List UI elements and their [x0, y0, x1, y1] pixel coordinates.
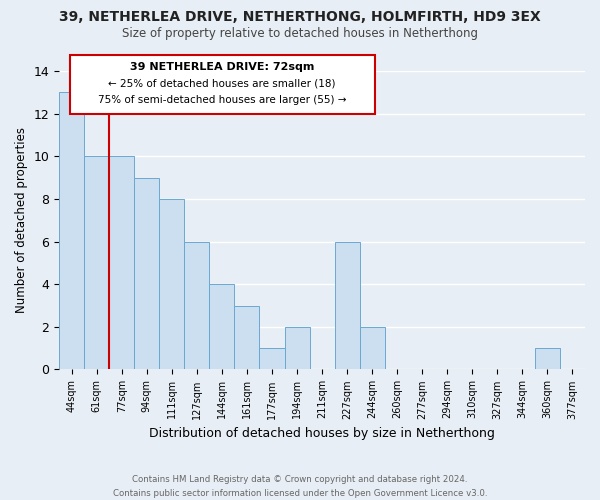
Text: ← 25% of detached houses are smaller (18): ← 25% of detached houses are smaller (18…: [109, 78, 336, 88]
Text: 75% of semi-detached houses are larger (55) →: 75% of semi-detached houses are larger (…: [98, 94, 346, 104]
Bar: [109, 156, 134, 370]
Bar: [134, 178, 160, 370]
X-axis label: Distribution of detached houses by size in Netherthong: Distribution of detached houses by size …: [149, 427, 495, 440]
Bar: [284, 327, 310, 370]
Bar: [209, 284, 235, 370]
Bar: [259, 348, 284, 370]
Bar: [335, 242, 359, 370]
Bar: [235, 306, 259, 370]
Bar: [84, 156, 109, 370]
Bar: [359, 327, 385, 370]
Bar: [59, 92, 84, 370]
Bar: [535, 348, 560, 370]
Text: Size of property relative to detached houses in Netherthong: Size of property relative to detached ho…: [122, 28, 478, 40]
Y-axis label: Number of detached properties: Number of detached properties: [15, 128, 28, 314]
Text: 39, NETHERLEA DRIVE, NETHERTHONG, HOLMFIRTH, HD9 3EX: 39, NETHERLEA DRIVE, NETHERTHONG, HOLMFI…: [59, 10, 541, 24]
Bar: [160, 199, 184, 370]
Text: 39 NETHERLEA DRIVE: 72sqm: 39 NETHERLEA DRIVE: 72sqm: [130, 62, 314, 72]
Text: Contains HM Land Registry data © Crown copyright and database right 2024.
Contai: Contains HM Land Registry data © Crown c…: [113, 476, 487, 498]
FancyBboxPatch shape: [70, 55, 374, 114]
Bar: [184, 242, 209, 370]
